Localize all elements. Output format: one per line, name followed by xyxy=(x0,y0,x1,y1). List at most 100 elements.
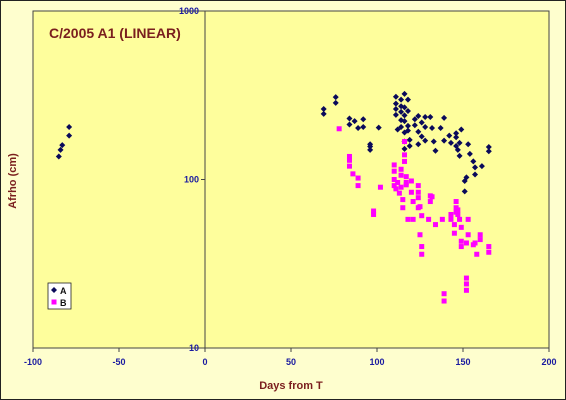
data-point-b xyxy=(455,211,461,217)
data-point-a xyxy=(392,111,399,118)
data-point-a xyxy=(415,141,422,148)
data-point-a xyxy=(360,123,367,130)
data-point-b xyxy=(458,238,464,244)
x-tick-label: 100 xyxy=(369,357,384,367)
data-point-a xyxy=(404,127,411,134)
legend: A B xyxy=(47,282,72,310)
data-point-a xyxy=(418,133,425,140)
data-point-a xyxy=(401,145,408,152)
data-point-b xyxy=(463,287,469,293)
data-point-a xyxy=(422,113,429,120)
data-point-b xyxy=(463,275,469,281)
data-point-b xyxy=(486,249,492,255)
data-point-b xyxy=(417,204,423,210)
data-point-a xyxy=(422,137,429,144)
data-point-a xyxy=(441,137,448,144)
data-point-b xyxy=(441,298,447,304)
data-point-b xyxy=(458,244,464,250)
data-point-b xyxy=(415,195,421,201)
x-tick-label: -50 xyxy=(112,357,125,367)
data-point-a xyxy=(367,146,374,153)
data-point-a xyxy=(415,128,422,135)
data-point-b xyxy=(427,199,433,205)
data-point-a xyxy=(355,125,362,132)
data-point-b xyxy=(458,224,464,230)
data-point-a xyxy=(332,99,339,106)
data-point-b xyxy=(455,207,461,213)
data-point-a xyxy=(401,104,408,111)
data-point-b xyxy=(419,213,425,219)
data-point-b xyxy=(432,222,438,228)
data-point-b xyxy=(474,251,480,257)
data-point-a xyxy=(367,141,374,148)
data-point-a xyxy=(401,90,408,97)
data-point-a xyxy=(404,122,411,129)
data-point-b xyxy=(472,240,478,246)
data-point-b xyxy=(398,166,404,172)
data-point-a xyxy=(463,174,470,181)
data-point-a xyxy=(401,118,408,125)
data-point-a xyxy=(437,125,444,132)
legend-marker-a xyxy=(51,287,57,293)
data-point-b xyxy=(391,168,397,174)
data-point-b xyxy=(451,222,457,228)
data-point-b xyxy=(400,197,406,203)
data-point-b xyxy=(355,183,361,189)
data-point-b xyxy=(346,153,352,159)
data-point-a xyxy=(392,100,399,107)
data-point-b xyxy=(426,216,432,222)
data-point-a xyxy=(411,122,418,129)
data-point-b xyxy=(402,152,408,158)
data-point-a xyxy=(447,139,454,146)
data-point-b xyxy=(441,291,447,297)
data-point-b xyxy=(346,163,352,169)
data-point-b xyxy=(391,177,397,182)
y-axis-title: Afrho (cm) xyxy=(7,153,19,209)
data-point-b xyxy=(419,251,425,257)
data-point-a xyxy=(446,132,453,139)
data-point-a xyxy=(418,119,425,126)
data-point-a xyxy=(401,112,408,119)
data-point-a xyxy=(398,108,405,115)
data-point-a xyxy=(59,142,66,149)
data-point-a xyxy=(66,132,73,139)
data-point-b xyxy=(417,232,423,238)
data-point-a xyxy=(351,118,358,125)
data-point-b xyxy=(465,216,471,222)
data-point-a xyxy=(392,106,399,113)
data-point-a xyxy=(406,143,413,150)
data-point-b xyxy=(393,186,399,192)
data-point-a xyxy=(456,139,463,146)
data-point-a xyxy=(346,121,353,128)
data-point-a xyxy=(430,138,437,145)
data-point-b xyxy=(408,178,414,184)
y-tick-label: 1000 xyxy=(179,6,199,16)
data-point-a xyxy=(55,153,62,160)
data-point-b xyxy=(400,205,406,211)
data-point-a xyxy=(466,150,473,157)
data-point-b xyxy=(477,232,483,238)
data-point-b xyxy=(408,189,414,195)
data-point-b xyxy=(391,162,397,168)
data-point-a xyxy=(332,94,339,101)
data-point-b xyxy=(448,216,454,222)
data-point-b xyxy=(398,172,404,178)
data-point-a xyxy=(454,146,461,153)
data-point-b xyxy=(403,174,409,180)
data-point-a xyxy=(57,146,64,153)
y-tick-label: 10 xyxy=(189,343,199,353)
legend-label-a: A xyxy=(60,286,67,296)
data-point-a xyxy=(404,96,411,103)
data-point-a xyxy=(360,116,367,123)
data-point-a xyxy=(406,136,413,143)
data-point-b xyxy=(391,183,397,189)
data-point-b xyxy=(346,157,352,163)
data-point-b xyxy=(410,216,416,222)
data-point-b xyxy=(371,211,377,217)
data-point-b xyxy=(377,184,383,190)
data-point-b xyxy=(403,182,409,188)
axis-ticks: -100 -50 0 50 100 150 200 10 100 1000 xyxy=(24,6,557,367)
data-point-a xyxy=(472,164,479,171)
data-point-a xyxy=(472,171,479,178)
data-point-b xyxy=(396,190,402,196)
